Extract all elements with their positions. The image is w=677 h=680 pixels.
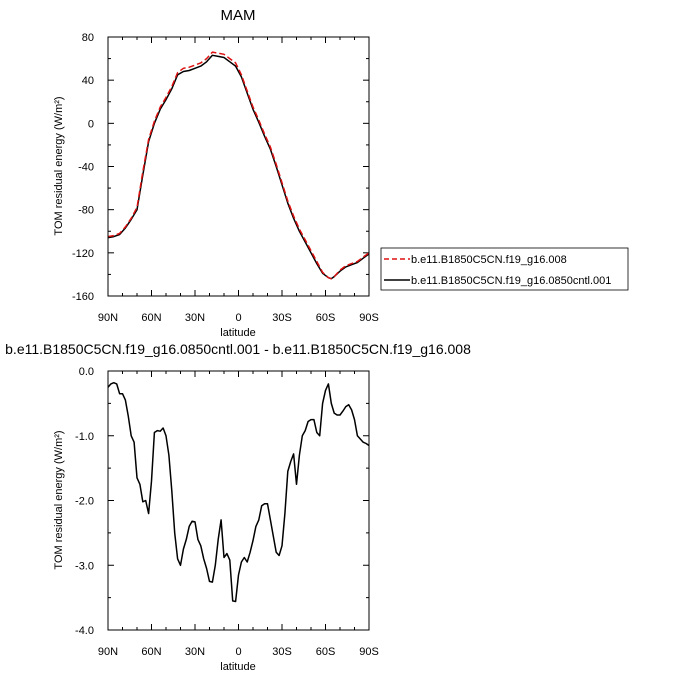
- legend-label-series-1: b.e11.B1850C5CN.f19_g16.008: [411, 254, 567, 266]
- top-series-line-2: [107, 54, 370, 280]
- bottom-y-tick-label: -2.0: [75, 496, 94, 508]
- bottom-y-tick-label: -1.0: [75, 431, 94, 443]
- top-x-tick-label: 60S: [316, 312, 336, 324]
- bottom-x-tick-label: 0: [235, 646, 241, 658]
- top-legend: b.e11.B1850C5CN.f19_g16.008 b.e11.B1850C…: [380, 247, 629, 291]
- legend-box: [380, 247, 629, 291]
- bottom-y-tick-label: 0.0: [79, 366, 94, 378]
- bottom-x-axis-label: latitude: [220, 661, 255, 673]
- top-x-tick-label: 0: [235, 312, 241, 324]
- bottom-x-tick-label: 60S: [316, 646, 336, 658]
- top-y-tick-label: -120: [72, 248, 94, 260]
- top-y-tick-label: 40: [82, 75, 94, 87]
- bottom-y-tick-label: -3.0: [75, 560, 94, 572]
- top-y-axis-label: TOM residual energy (W/m²): [53, 96, 65, 235]
- bottom-chart-title: b.e11.B1850C5CN.f19_g16.0850cntl.001 - b…: [5, 341, 471, 357]
- top-series-line-1: [107, 51, 370, 280]
- bottom-plot-frame: [107, 370, 370, 631]
- top-x-tick-label: 30N: [185, 312, 205, 324]
- bottom-x-tick-label: 30N: [185, 646, 205, 658]
- top-x-tick-label: 60N: [141, 312, 161, 324]
- bottom-x-tick-label: 30S: [272, 646, 292, 658]
- bottom-chart: b.e11.B1850C5CN.f19_g16.0850cntl.001 - b…: [5, 341, 471, 673]
- bottom-series-line-1: [107, 381, 370, 603]
- bottom-x-tick-label: 90S: [359, 646, 379, 658]
- top-y-tick-label: -80: [78, 205, 94, 217]
- bottom-plot-area: 90N 60N 30N 0 30S 60S 90S 0.0 -1.0 -2.0 -3.0 -4.0: [75, 366, 379, 658]
- bottom-y-tick-label: -4.0: [75, 625, 94, 637]
- top-y-tick-label: 0: [88, 118, 94, 130]
- top-x-tick-label: 90N: [98, 312, 118, 324]
- top-plot-frame: [107, 36, 370, 297]
- top-chart: MAM 90N 60N 30N 0 30S 60S 90S 80 40 0 -40 -80 -120 -1…: [53, 7, 629, 339]
- bottom-y-axis-label: TOM residual energy (W/m²): [53, 430, 65, 569]
- top-x-tick-label: 90S: [359, 312, 379, 324]
- top-plot-area: 90N 60N 30N 0 30S 60S 90S 80 40 0 -40 -80 -120 -160: [72, 32, 379, 324]
- legend-label-series-2: b.e11.B1850C5CN.f19_g16.0850cntl.001: [411, 275, 611, 287]
- top-x-axis-label: latitude: [220, 327, 255, 339]
- top-x-tick-label: 30S: [272, 312, 292, 324]
- bottom-x-tick-label: 90N: [98, 646, 118, 658]
- top-y-tick-label: 80: [82, 32, 94, 44]
- top-y-tick-label: -160: [72, 291, 94, 303]
- top-chart-title: MAM: [221, 7, 256, 24]
- bottom-x-tick-label: 60N: [141, 646, 161, 658]
- top-y-tick-label: -40: [78, 162, 94, 174]
